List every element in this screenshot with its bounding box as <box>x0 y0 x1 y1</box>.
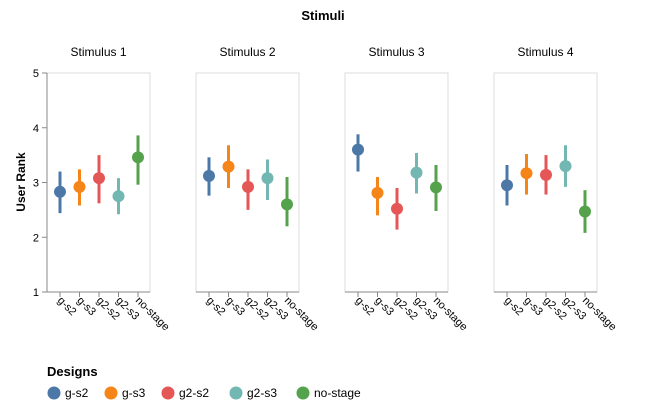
x-tick-label: g-s3 <box>372 295 396 319</box>
mean-point-g-s2 <box>203 169 215 182</box>
legend: Designs g-s2 g-s3 g2-s2 g2-s3 no-stage <box>47 364 361 400</box>
legend-label-g-s2: g-s2 <box>65 386 89 400</box>
mean-point-no-stage <box>579 205 591 218</box>
panel-frame <box>344 72 449 293</box>
y-tick-label: 4 <box>33 123 39 135</box>
x-tick-label: g-s3 <box>223 295 247 319</box>
y-axis-label: User Rank <box>14 152 28 212</box>
legend-label-g2-s2: g2-s2 <box>179 386 209 400</box>
mean-point-no-stage <box>430 181 442 194</box>
x-tick-label: g-s2 <box>502 295 526 319</box>
legend-label-g2-s3: g2-s3 <box>247 386 277 400</box>
legend-label-no-stage: no-stage <box>314 386 361 400</box>
x-tick-label: g-s3 <box>74 295 98 319</box>
legend-swatch-g2-s2 <box>161 386 175 400</box>
y-tick-label: 5 <box>33 68 39 80</box>
mean-point-no-stage <box>281 198 293 211</box>
mean-point-no-stage <box>132 151 144 164</box>
mean-point-g2-s3 <box>559 160 572 173</box>
y-tick-label: 2 <box>33 232 39 244</box>
legend-swatch-g2-s3 <box>229 386 243 400</box>
x-tick-label: g-s2 <box>353 295 377 319</box>
mean-point-g-s3 <box>520 167 533 180</box>
mean-point-g2-s3 <box>112 190 125 203</box>
panel-1: Stimulus 112345g-s2g-s3g2-s2g2-s3no-stag… <box>33 45 172 333</box>
panel-title: Stimulus 3 <box>368 45 424 59</box>
mean-point-g-s3 <box>222 160 235 173</box>
mean-point-g2-s3 <box>410 166 423 179</box>
mean-point-g-s3 <box>73 180 86 193</box>
mean-point-g2-s3 <box>261 172 274 185</box>
x-tick-label: g-s2 <box>55 295 79 319</box>
mean-point-g2-s2 <box>391 202 403 215</box>
mean-point-g2-s2 <box>242 180 254 193</box>
legend-swatch-no-stage <box>296 386 310 400</box>
mean-point-g2-s2 <box>540 168 552 181</box>
mean-point-g-s2 <box>352 143 364 156</box>
legend-swatch-g-s3 <box>104 386 118 400</box>
mean-point-g-s2 <box>54 185 66 198</box>
panel-title: Stimulus 1 <box>70 45 126 59</box>
panels-layer: Stimulus 112345g-s2g-s3g2-s2g2-s3no-stag… <box>33 45 619 333</box>
x-tick-label: g-s2 <box>204 295 228 319</box>
legend-label-g-s3: g-s3 <box>122 386 146 400</box>
y-tick-label: 1 <box>33 287 39 299</box>
chart-title: Stimuli <box>301 8 344 23</box>
legend-title: Designs <box>47 364 98 379</box>
panel-title: Stimulus 4 <box>517 45 573 59</box>
y-tick-label: 3 <box>33 178 39 190</box>
x-tick-label: g-s3 <box>521 295 545 319</box>
mean-point-g-s2 <box>501 179 513 192</box>
mean-point-g-s3 <box>371 186 384 199</box>
panel-title: Stimulus 2 <box>219 45 275 59</box>
mean-point-g2-s2 <box>93 172 105 185</box>
legend-swatch-g-s2 <box>47 386 61 400</box>
